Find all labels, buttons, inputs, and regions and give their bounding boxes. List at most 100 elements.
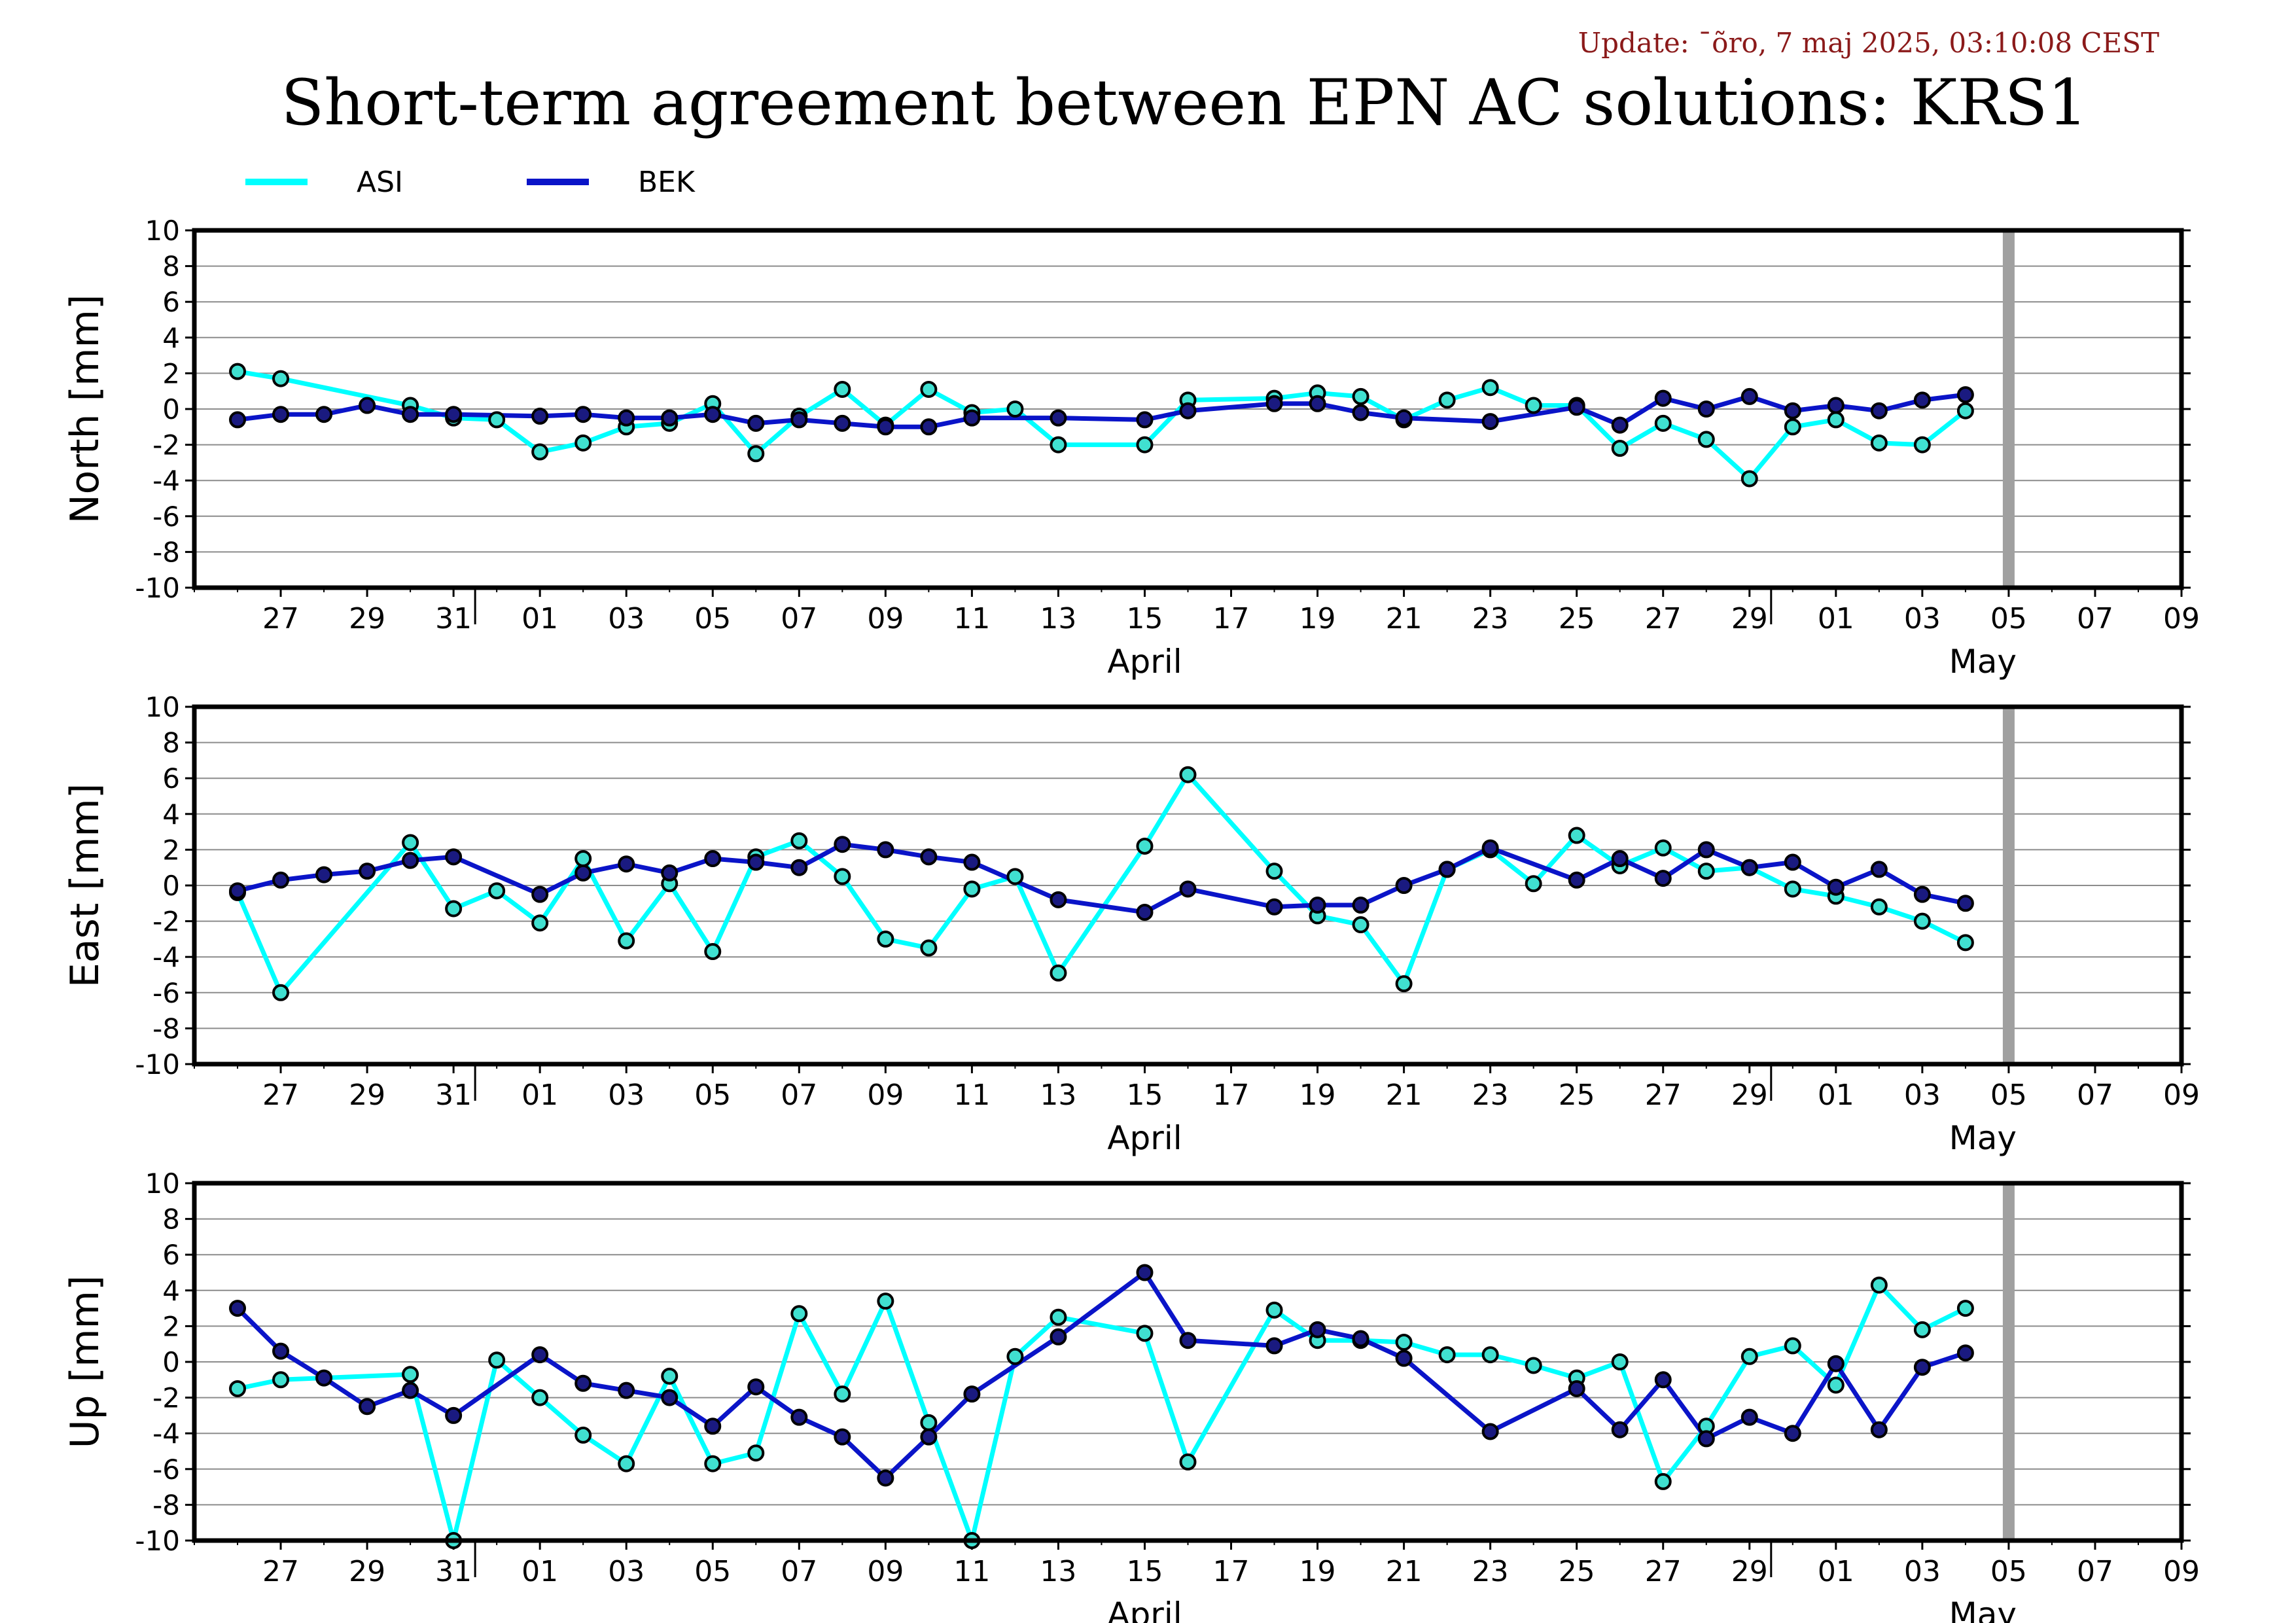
data-point-asi — [1870, 1276, 1888, 1294]
data-point-bek — [1611, 1421, 1629, 1438]
data-point-asi — [661, 1367, 679, 1385]
data-point-bek — [1611, 416, 1629, 434]
x-tick-label: 19 — [1299, 1555, 1336, 1588]
y-tick-label: -4 — [152, 1418, 180, 1450]
data-point-bek — [1136, 903, 1154, 921]
data-point-asi — [618, 1455, 635, 1472]
data-point-asi — [1611, 1353, 1629, 1370]
data-point-asi — [1568, 827, 1585, 844]
y-tick-label: 2 — [162, 1310, 180, 1342]
data-point-asi — [1654, 839, 1672, 857]
y-tick-label: 0 — [162, 393, 180, 425]
x-tick-label: 27 — [1645, 1555, 1682, 1588]
data-point-asi — [834, 380, 851, 398]
x-tick-label: 09 — [867, 602, 904, 635]
data-point-bek — [1395, 877, 1413, 894]
data-point-bek — [272, 871, 290, 889]
data-point-asi — [1956, 1300, 1974, 1317]
data-point-bek — [963, 1385, 981, 1403]
data-point-bek — [1265, 395, 1283, 412]
data-point-asi — [531, 443, 549, 461]
data-point-bek — [1481, 1423, 1499, 1440]
data-point-bek — [1913, 1359, 1931, 1376]
data-point-asi — [1956, 934, 1974, 952]
data-point-asi — [1870, 434, 1888, 452]
month-label-may: May — [1949, 1596, 2017, 1623]
data-point-bek — [920, 1428, 938, 1446]
data-point-bek — [1870, 402, 1888, 419]
data-point-bek — [661, 864, 679, 882]
x-tick-label: 25 — [1559, 1555, 1595, 1588]
x-tick-label: 03 — [1904, 1555, 1941, 1588]
data-point-asi — [1784, 418, 1801, 436]
data-point-bek — [1784, 1425, 1801, 1442]
data-point-asi — [1395, 975, 1413, 993]
data-point-bek — [920, 418, 938, 436]
data-point-asi — [920, 380, 938, 398]
plot-frame — [192, 1181, 2184, 1543]
y-tick-label: 8 — [162, 727, 180, 759]
x-tick-label: 09 — [867, 1079, 904, 1112]
x-tick-label: 09 — [2163, 1555, 2200, 1588]
x-tick-label: 03 — [608, 1555, 645, 1588]
x-tick-label: 21 — [1386, 1555, 1422, 1588]
x-tick-label: 01 — [1818, 602, 1854, 635]
month-label-april: April — [1107, 1596, 1182, 1623]
data-point-asi — [1179, 766, 1197, 783]
x-tick-label: 05 — [694, 1555, 731, 1588]
x-tick-label: 27 — [262, 1555, 299, 1588]
data-point-asi — [1136, 837, 1154, 855]
data-point-asi — [229, 363, 247, 380]
data-point-bek — [402, 406, 419, 423]
data-point-bek — [1395, 1349, 1413, 1367]
y-tick-label: -2 — [152, 1382, 180, 1414]
data-point-bek — [1654, 389, 1672, 407]
data-point-bek — [747, 414, 765, 432]
data-point-asi — [877, 930, 894, 948]
data-point-asi — [1913, 1321, 1931, 1338]
update-timestamp: Update: ¯õro, 7 maj 2025, 03:10:08 CEST — [1578, 27, 2159, 59]
data-point-bek — [272, 406, 290, 423]
data-point-bek — [1309, 395, 1326, 412]
data-point-bek — [1956, 1344, 1974, 1362]
x-tick-label: 25 — [1559, 602, 1595, 635]
y-tick-label: 4 — [162, 1275, 180, 1307]
data-point-bek — [1136, 411, 1154, 429]
data-point-bek — [1481, 839, 1499, 857]
data-point-bek — [1697, 1430, 1715, 1448]
data-point-bek — [315, 866, 333, 883]
y-tick-label: 0 — [162, 1346, 180, 1378]
data-point-bek — [1697, 841, 1715, 859]
panel-north: 10 86 42 0 -2 -4 -6-8 -10 North [mm] 27 29 31 01 03 05… — [62, 215, 2200, 681]
data-point-bek — [445, 1406, 463, 1424]
x-tick-label: 13 — [1040, 1555, 1076, 1588]
data-point-bek — [1740, 859, 1758, 876]
data-point-bek — [1956, 895, 1974, 912]
y-axis-label: Up [mm] — [62, 1275, 108, 1449]
y-axis-label: North [mm] — [62, 294, 108, 524]
data-point-asi — [1006, 868, 1024, 885]
data-point-asi — [618, 932, 635, 950]
data-point-asi — [402, 834, 419, 851]
data-point-bek — [1309, 897, 1326, 914]
data-point-bek — [272, 1342, 290, 1360]
x-tick-label: 03 — [1904, 1079, 1941, 1112]
data-point-bek — [1352, 1330, 1369, 1347]
data-point-bek — [229, 882, 247, 900]
y-tick-label: 6 — [162, 286, 180, 318]
data-point-bek — [704, 1418, 722, 1435]
data-point-bek — [1740, 387, 1758, 405]
data-point-asi — [1525, 397, 1542, 414]
data-point-bek — [1654, 870, 1672, 887]
x-tick-label: 13 — [1040, 1079, 1076, 1112]
x-tick-label: 01 — [521, 1079, 558, 1112]
x-tick-label: 29 — [1731, 602, 1768, 635]
y-tick-label: 6 — [162, 762, 180, 794]
data-point-bek — [574, 864, 592, 882]
x-tick-label: 03 — [1904, 602, 1941, 635]
x-tick-label: 23 — [1472, 1079, 1509, 1112]
data-point-asi — [488, 1351, 506, 1369]
x-tick-label: 11 — [953, 1079, 990, 1112]
data-point-bek — [790, 411, 808, 429]
data-point-bek — [963, 409, 981, 427]
